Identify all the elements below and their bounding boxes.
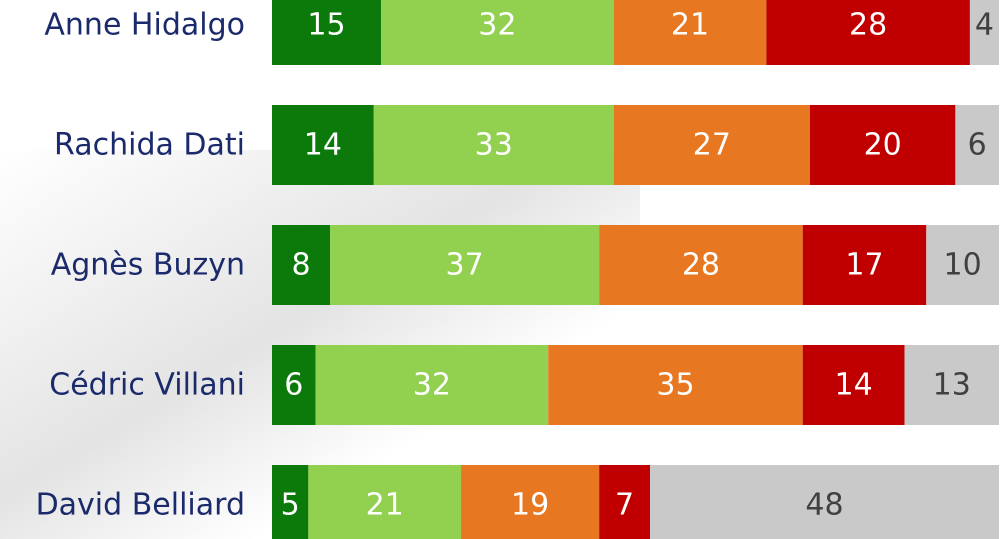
value-label: 8	[292, 248, 311, 283]
value-label: 21	[671, 8, 709, 43]
value-label: 7	[615, 488, 634, 523]
value-label: 6	[284, 368, 303, 403]
value-label: 17	[845, 248, 883, 283]
value-label: 37	[446, 248, 484, 283]
value-label: 5	[281, 488, 300, 523]
value-label: 28	[849, 8, 887, 43]
value-label: 10	[944, 248, 982, 283]
category-label: David Belliard	[36, 488, 245, 523]
value-label: 13	[933, 368, 971, 403]
value-label: 14	[835, 368, 873, 403]
category-label: Cédric Villani	[49, 368, 245, 403]
value-label: 20	[864, 128, 902, 163]
value-label: 14	[304, 128, 342, 163]
value-label: 19	[511, 488, 549, 523]
value-label: 48	[805, 488, 843, 523]
value-label: 6	[968, 128, 987, 163]
value-label: 33	[475, 128, 513, 163]
value-label: 32	[413, 368, 451, 403]
chart: Anne Hidalgo 15 32 21 28 4 Rachida Dati 14 33 27 2…	[0, 0, 1002, 539]
value-label: 32	[478, 8, 516, 43]
value-label: 27	[693, 128, 731, 163]
category-label: Rachida Dati	[54, 128, 245, 163]
value-label: 28	[682, 248, 720, 283]
value-label: 35	[656, 368, 694, 403]
value-label: 4	[975, 8, 994, 43]
value-label: 15	[307, 8, 345, 43]
category-label: Agnès Buzyn	[51, 248, 245, 283]
value-label: 21	[366, 488, 404, 523]
category-label: Anne Hidalgo	[44, 8, 245, 43]
